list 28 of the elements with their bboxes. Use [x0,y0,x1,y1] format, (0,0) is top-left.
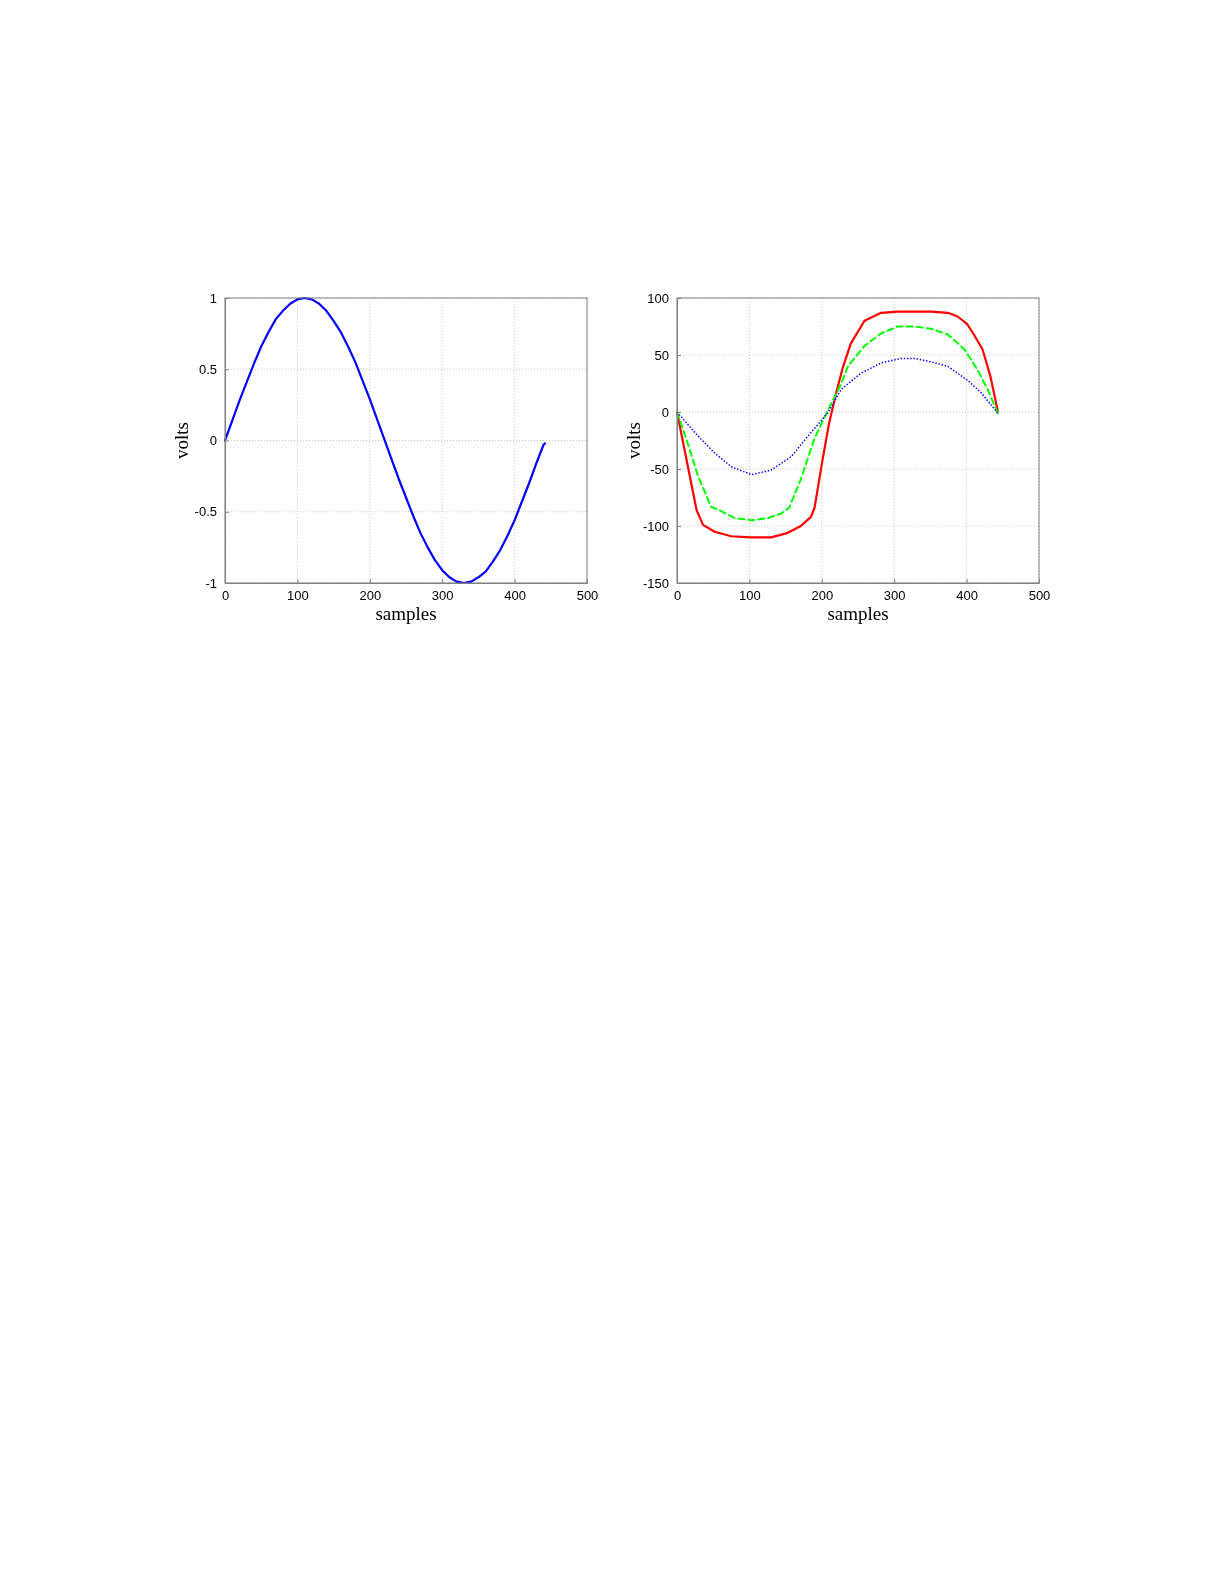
y-tick-label: -50 [650,461,669,477]
y-axis-title: volts [623,422,644,459]
x-tick-label: 100 [739,588,761,604]
y-tick-label: 100 [647,290,669,306]
line-series [676,357,999,476]
y-tick-label: -100 [642,518,669,534]
x-tick-label: 300 [431,588,454,604]
y-tick-label: -150 [642,575,669,591]
x-tick-label: 200 [811,588,834,604]
x-tick-label: 400 [956,588,978,604]
x-tick-label: 500 [576,588,599,604]
y-tick-label: 50 [654,347,669,363]
x-tick-label: 300 [883,588,906,604]
y-tick-label: 1 [209,290,217,306]
x-axis-title: samples [827,603,889,624]
x-tick-label: 0 [673,588,682,604]
x-tick-label: 400 [504,588,526,604]
y-tick-label: 0 [209,433,217,449]
x-tick-label: 0 [221,588,230,604]
y-tick-label: 0.5 [198,361,217,377]
y-tick-label: -1 [205,575,217,591]
x-axis-title: samples [375,603,437,624]
y-axis-title: volts [171,422,192,459]
y-tick-label: 0 [661,404,669,420]
y-tick-label: -0.5 [194,504,217,520]
x-tick-label: 100 [287,588,309,604]
x-tick-label: 500 [1028,588,1051,604]
x-tick-label: 200 [359,588,382,604]
